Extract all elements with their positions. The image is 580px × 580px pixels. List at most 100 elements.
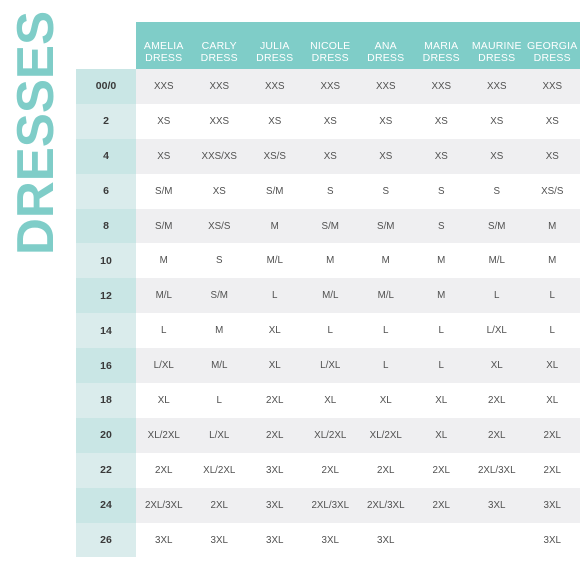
table-cell: L/XL — [209, 429, 230, 441]
table-cell: L — [438, 325, 444, 337]
table-cell: 2XL — [432, 464, 450, 476]
table-cell: M — [437, 290, 446, 302]
column-header: GEORGIA DRESS — [525, 22, 580, 69]
table-cell — [414, 523, 470, 558]
table-cell: XS — [212, 185, 226, 197]
row-size-label: 10 — [76, 243, 136, 279]
table-cell: XL — [546, 360, 559, 372]
table-cell: S/M — [210, 290, 228, 302]
table-row: 8 S/M XS/S M S/M S/M S S/M M — [76, 208, 580, 244]
table-cell: L — [549, 290, 555, 302]
table-cell: XXS — [264, 80, 285, 92]
table-cell: S/M — [155, 185, 173, 197]
table-cell: XL — [324, 394, 337, 406]
table-row: 26 3XL 3XL 3XL 3XL 3XL 3XL — [76, 522, 580, 558]
table-cell: 3XL — [543, 499, 561, 511]
table-cell: S — [493, 185, 501, 197]
table-cell: S — [326, 185, 334, 197]
table-cell: S — [437, 220, 445, 232]
table-cell: XL — [268, 325, 281, 337]
row-size-label: 00/0 — [76, 69, 136, 104]
table-cell: XXS — [209, 115, 230, 127]
table-cell: 2XL/3XL — [366, 499, 405, 511]
table-cell: M/L — [155, 290, 172, 302]
table-cell: XL/2XL — [203, 464, 236, 476]
column-header-name: MAURINE — [471, 40, 522, 52]
table-row: 14 L M XL L L L L/XL L — [76, 313, 580, 349]
table-cell: XXS — [209, 80, 230, 92]
table-cell: M/L — [211, 360, 228, 372]
table-row: 00/0 XXS XXS XXS XXS XXS XXS XXS XXS — [76, 69, 580, 104]
table-cell: XXS — [153, 80, 174, 92]
table-cell: M/L — [377, 290, 394, 302]
table-row: 20 XL/2XL L/XL 2XL XL/2XL XL/2XL XL 2XL 2XL — [76, 417, 580, 453]
table-cell: XL/2XL — [369, 429, 402, 441]
table-cell: L — [549, 325, 555, 337]
column-header: MAURINE DRESS — [469, 22, 525, 69]
table-cell: 3XL — [488, 499, 506, 511]
table-cell: L — [327, 325, 333, 337]
row-size-label: 6 — [76, 173, 136, 209]
table-header-row: AMELIA DRESS CARLY DRESS JULIA DRESS NICOLE DRE… — [136, 22, 580, 69]
table-row: 2 XS XXS XS XS XS XS XS XS — [76, 103, 580, 139]
table-row: 18 XL L 2XL XL XL XL 2XL XL — [76, 383, 580, 418]
table-cell: 3XL — [155, 534, 173, 546]
table-cell: 2XL — [377, 464, 395, 476]
column-header-name: CARLY — [201, 40, 237, 52]
table-cell: XL — [546, 394, 559, 406]
table-cell: 2XL — [543, 429, 561, 441]
table-cell: M/L — [488, 255, 505, 267]
table-cell: L — [383, 360, 389, 372]
table-cell: XS — [545, 150, 559, 162]
table-cell: M — [215, 325, 224, 337]
table-cell: 2XL/3XL — [311, 499, 350, 511]
table-cell: 3XL — [210, 534, 228, 546]
table-cell: 2XL — [432, 499, 450, 511]
table-cell: L/XL — [320, 360, 341, 372]
table-row: 24 2XL/3XL 2XL 3XL 2XL/3XL 2XL/3XL 2XL 3XL 3XL — [76, 487, 580, 523]
row-size-label: 8 — [76, 208, 136, 244]
table-cell: XS — [434, 150, 448, 162]
column-header-type: DRESS — [478, 52, 516, 64]
row-size-label: 4 — [76, 138, 136, 174]
table-cell: S — [215, 255, 223, 267]
table-cell: XXS — [542, 80, 563, 92]
table-cell: M — [270, 220, 279, 232]
table-cell: 2XL — [210, 499, 228, 511]
table-cell: 2XL/3XL — [144, 499, 183, 511]
table-cell: XL/2XL — [147, 429, 180, 441]
row-size-label: 18 — [76, 383, 136, 418]
table-cell: 2XL — [266, 429, 284, 441]
table-cell: L — [438, 360, 444, 372]
row-size-label: 26 — [76, 522, 136, 558]
table-cell: 2XL — [155, 464, 173, 476]
column-header-name: ANA — [374, 40, 397, 52]
row-size-label: 14 — [76, 313, 136, 349]
table-cell: 3XL — [266, 464, 284, 476]
table-cell: L — [216, 394, 222, 406]
column-header-type: DRESS — [256, 52, 294, 64]
table-cell: XS — [157, 115, 171, 127]
table-cell: XS — [323, 150, 337, 162]
table-cell: L/XL — [153, 360, 174, 372]
table-row: 6 S/M XS S/M S S S S XS/S — [76, 173, 580, 209]
table-cell: XS — [490, 150, 504, 162]
table-cell: L — [494, 290, 500, 302]
column-header-name: GEORGIA — [527, 40, 578, 52]
table-cell: 3XL — [321, 534, 339, 546]
column-header-name: AMELIA — [143, 40, 184, 52]
table-cell: M — [548, 220, 557, 232]
column-header-type: DRESS — [422, 52, 460, 64]
table-cell: XS — [490, 115, 504, 127]
table-cell: M — [548, 255, 557, 267]
table-cell: 2XL — [321, 464, 339, 476]
table-cell: XS/S — [541, 185, 564, 197]
column-header-type: DRESS — [533, 52, 571, 64]
column-header-name: NICOLE — [310, 40, 351, 52]
table-cell: S/M — [377, 220, 395, 232]
table-cell: XL — [435, 429, 448, 441]
table-cell: XL — [157, 394, 170, 406]
table-cell: XS — [157, 150, 171, 162]
page-title-vertical: DRESSES — [8, 8, 64, 258]
table-cell: XS — [268, 115, 282, 127]
